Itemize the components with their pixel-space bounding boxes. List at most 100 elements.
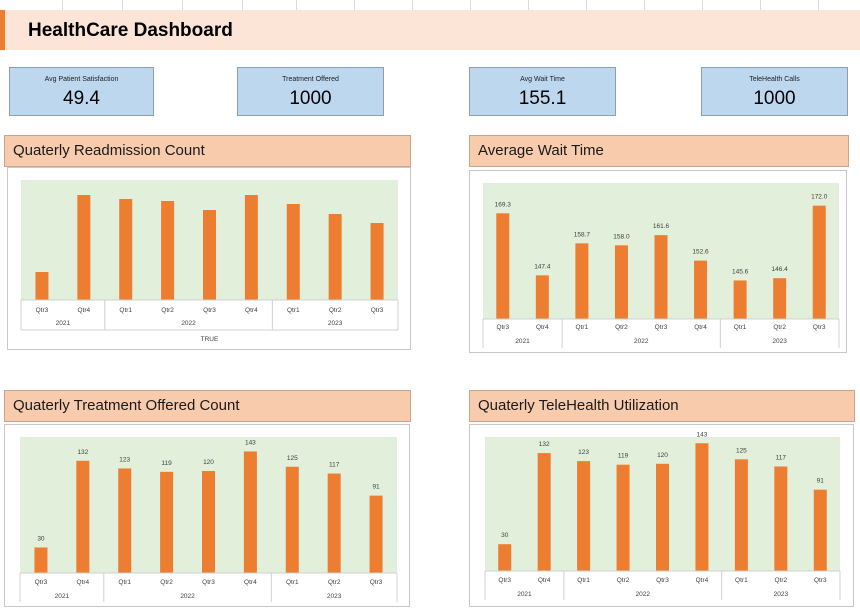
bar [773, 278, 787, 319]
bar [734, 459, 748, 571]
sheet-gridline [818, 0, 819, 10]
data-label: 158.7 [574, 231, 591, 238]
bar [370, 223, 384, 300]
category-tick-label: Qtr3 [371, 307, 384, 314]
bar [286, 204, 300, 300]
bar [695, 443, 709, 571]
category-tick-label: Qtr2 [617, 577, 630, 584]
header-accent-stripe [0, 10, 5, 50]
group-tick-label: 2022 [634, 338, 649, 345]
sheet-gridline [122, 0, 123, 10]
bar [328, 214, 342, 300]
sheet-gridline [354, 0, 355, 10]
category-tick-label: Qtr1 [735, 577, 748, 584]
axis-footer-label: TRUE [201, 336, 219, 343]
group-tick-label: 2022 [636, 591, 651, 598]
chart-wait-time[interactable]: 169.3 Qtr3 147.4 Qtr4 158.7 Qtr1 158.0 Qtr2 161.… [469, 170, 847, 353]
category-tick-label: Qtr4 [77, 579, 90, 586]
category-tick-label: Qtr2 [160, 579, 173, 586]
category-tick-label: Qtr1 [286, 579, 299, 586]
bar [160, 471, 174, 573]
bar [243, 451, 257, 573]
category-tick-label: Qtr2 [773, 324, 786, 331]
data-label: 30 [37, 536, 45, 543]
sheet-gridline [470, 0, 471, 10]
category-tick-label: Qtr1 [576, 324, 589, 331]
category-tick-label: Qtr4 [696, 577, 709, 584]
category-tick-label: Qtr1 [119, 307, 132, 314]
group-tick-label: 2023 [328, 320, 343, 327]
page-title: HealthCare Dashboard [28, 20, 233, 41]
bar [654, 235, 668, 319]
category-tick-label: Qtr2 [161, 307, 174, 314]
kpi-label: Avg Patient Satisfaction [44, 76, 119, 83]
group-tick-label: 2021 [517, 591, 532, 598]
data-label: 123 [578, 449, 589, 456]
wait-time-chart-svg: 169.3 Qtr3 147.4 Qtr4 158.7 Qtr1 158.0 Qtr2 161.… [482, 183, 840, 348]
bar [774, 466, 788, 571]
bar [496, 213, 510, 319]
data-label: 147.4 [534, 263, 551, 270]
category-tick-label: Qtr1 [287, 307, 300, 314]
data-label: 119 [618, 453, 629, 460]
category-tick-label: Qtr2 [328, 579, 341, 586]
kpi-card-patient-satisfaction[interactable]: Avg Patient Satisfaction 49.4 [9, 67, 154, 116]
bar [285, 466, 299, 573]
kpi-label: Treatment Offered [282, 76, 339, 83]
category-tick-label: Qtr3 [202, 579, 215, 586]
chart-title-telehealth: Quaterly TeleHealth Utilization [469, 390, 855, 422]
data-label: 120 [657, 452, 668, 459]
bar [812, 205, 826, 319]
sheet-gridline [412, 0, 413, 10]
chart-telehealth[interactable]: 30 Qtr3 132 Qtr4 123 Qtr1 119 Qtr2 120 Qtr3 143 Qtr… [469, 424, 854, 607]
category-tick-label: Qtr3 [370, 579, 383, 586]
chart-readmission[interactable]: Qtr3 Qtr4 Qtr1 Qtr2 Qtr3 Qtr4 Qtr1 Qtr2 Qtr3 2021… [7, 167, 411, 350]
group-tick-label: 2021 [515, 338, 530, 345]
bar [694, 260, 708, 319]
kpi-card-treatment-offered[interactable]: Treatment Offered 1000 [237, 67, 384, 116]
kpi-card-telehealth-calls[interactable]: TeleHealth Calls 1000 [701, 67, 848, 116]
kpi-card-avg-wait-time[interactable]: Avg Wait Time 155.1 [469, 67, 616, 116]
group-tick-label: 2023 [772, 338, 787, 345]
category-tick-label: Qtr4 [694, 324, 707, 331]
chart-title-wait-time: Average Wait Time [469, 135, 849, 167]
data-label: 132 [77, 449, 88, 456]
data-label: 169.3 [495, 201, 512, 208]
category-tick-label: Qtr4 [536, 324, 549, 331]
data-label: 125 [287, 455, 298, 462]
bar [369, 495, 383, 573]
bar [34, 547, 48, 573]
data-label: 146.4 [772, 266, 789, 273]
group-tick-label: 2021 [56, 320, 71, 327]
bar [498, 544, 512, 571]
data-label: 158.0 [613, 233, 630, 240]
category-tick-label: Qtr4 [245, 307, 258, 314]
data-label: 161.6 [653, 223, 670, 230]
bar [76, 460, 90, 573]
category-tick-label: Qtr3 [35, 579, 48, 586]
kpi-value: 1000 [753, 88, 796, 109]
category-tick-label: Qtr3 [655, 324, 668, 331]
category-tick-label: Qtr4 [78, 307, 91, 314]
kpi-label: TeleHealth Calls [749, 76, 800, 83]
category-tick-label: Qtr3 [498, 577, 511, 584]
category-tick-label: Qtr1 [577, 577, 590, 584]
bar [77, 195, 91, 300]
sheet-gridline [182, 0, 183, 10]
sheet-gridline [586, 0, 587, 10]
kpi-label: Avg Wait Time [520, 76, 565, 83]
bar [575, 243, 589, 319]
bar [244, 195, 258, 300]
telehealth-chart-svg: 30 Qtr3 132 Qtr4 123 Qtr1 119 Qtr2 120 Qtr3 143 Qtr… [484, 431, 841, 600]
kpi-value: 49.4 [63, 88, 100, 109]
chart-treatment-offered[interactable]: 30 Qtr3 132 Qtr4 123 Qtr1 119 Qtr2 120 Qtr3 143 Qtr… [4, 424, 410, 607]
sheet-gridline [760, 0, 761, 10]
data-label: 117 [329, 462, 340, 469]
bar [535, 275, 549, 319]
treatment-chart-svg: 30 Qtr3 132 Qtr4 123 Qtr1 119 Qtr2 120 Qtr3 143 Qtr… [19, 437, 398, 602]
data-label: 117 [776, 454, 787, 461]
category-tick-label: Qtr3 [36, 307, 49, 314]
category-tick-label: Qtr1 [118, 579, 131, 586]
category-tick-label: Qtr2 [615, 324, 628, 331]
sheet-gridline [62, 0, 63, 10]
